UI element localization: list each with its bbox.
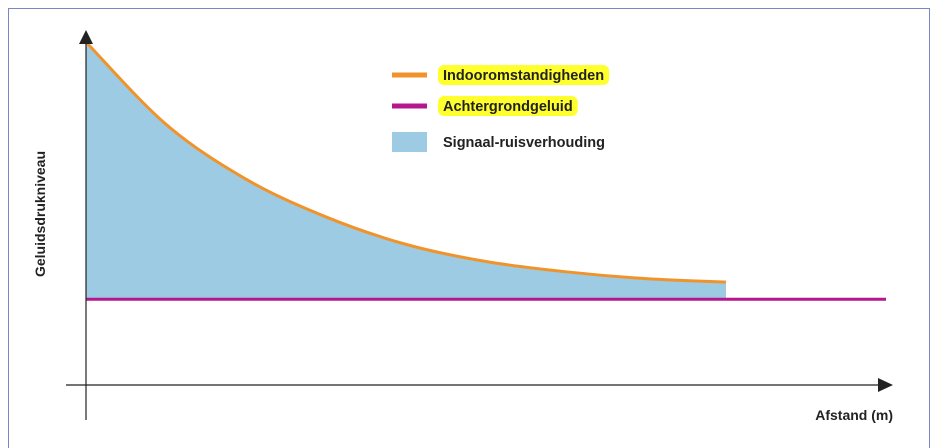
signal-noise-area xyxy=(86,42,726,300)
legend-highlight xyxy=(438,96,578,116)
legend: Indooromstandigheden Achtergrondgeluid Sig… xyxy=(392,65,610,152)
legend-label: Signaal-ruisverhouding xyxy=(443,135,605,151)
legend-highlight xyxy=(438,65,610,85)
y-axis-label: Geluidsdrukniveau xyxy=(32,151,48,277)
chart-frame xyxy=(8,8,930,448)
y-axis-arrow xyxy=(79,30,93,44)
legend-swatch xyxy=(392,103,427,109)
legend-label: Indooromstandigheden xyxy=(443,68,604,84)
legend-swatch xyxy=(392,72,427,78)
plot-layer xyxy=(84,40,886,301)
legend-swatch xyxy=(392,132,427,152)
x-axis-label: Afstand (m) xyxy=(815,407,893,423)
legend-label: Achtergrondgeluid xyxy=(443,99,573,115)
indoor-curve xyxy=(84,40,727,284)
x-axis-arrow xyxy=(878,378,893,392)
